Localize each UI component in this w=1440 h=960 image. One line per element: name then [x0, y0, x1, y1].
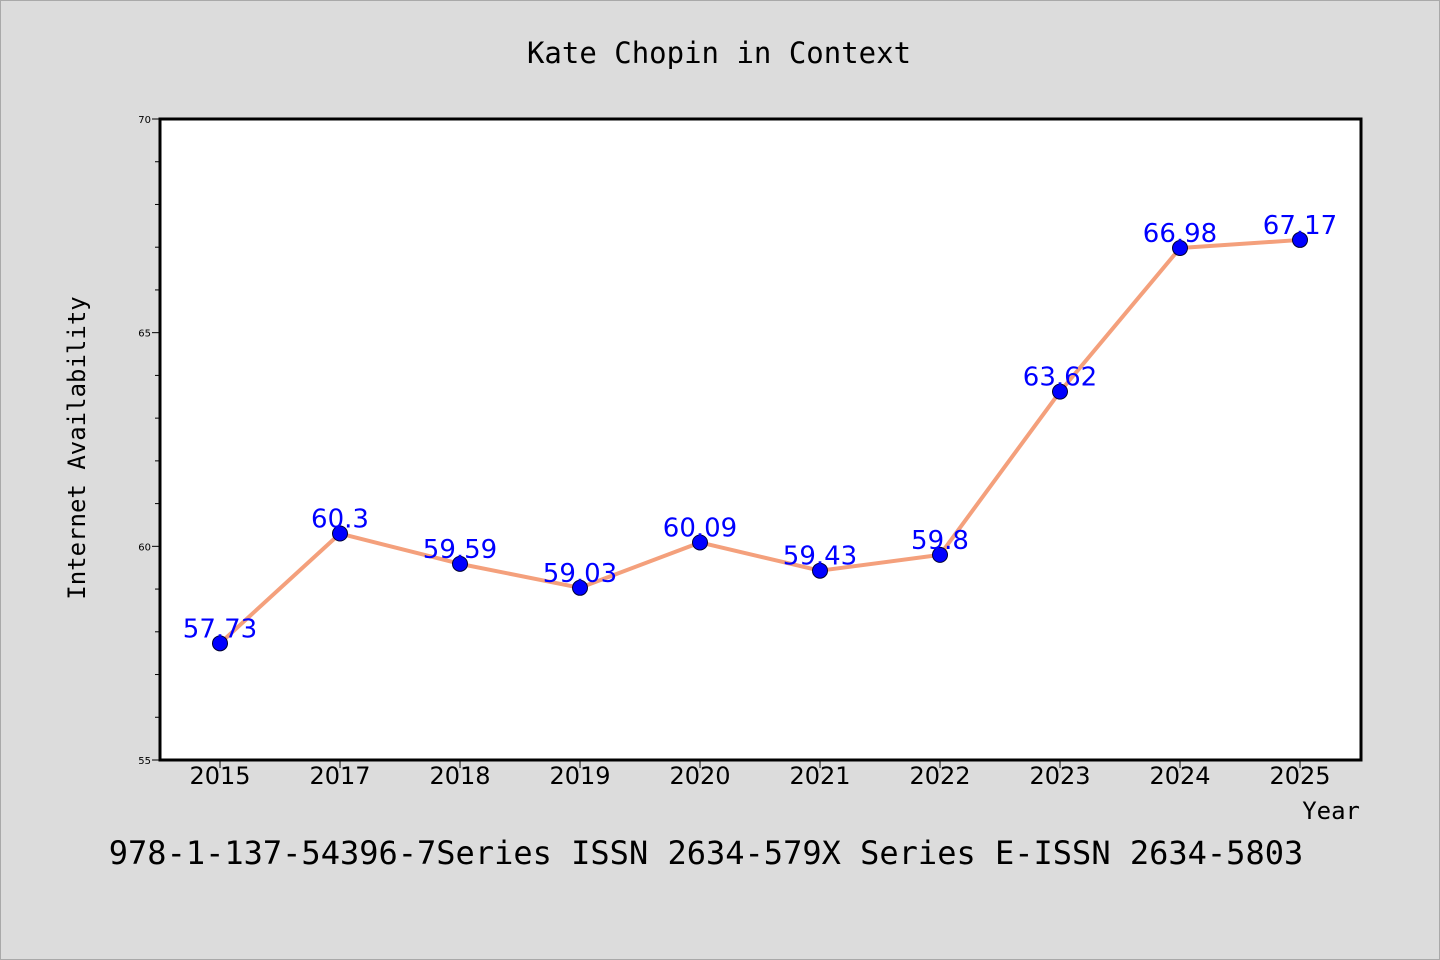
data-label: 57.73	[183, 614, 257, 644]
data-point	[812, 562, 828, 579]
y-axis: 55 60 65 70	[138, 115, 160, 767]
x-tick-label: 2024	[1149, 762, 1210, 790]
x-axis-label: Year	[1302, 797, 1360, 825]
data-point	[692, 534, 708, 551]
x-tick-label: 2022	[909, 762, 970, 790]
data-point	[1052, 383, 1068, 400]
x-tick-label: 2017	[309, 762, 370, 790]
data-labels-group: 57.73 60.3 59.59 59.03 60.09 59.43 59.8 63.62 66…	[183, 211, 1337, 644]
x-tick-label: 2025	[1269, 762, 1330, 790]
x-tick-label: 2021	[789, 762, 850, 790]
data-point	[932, 546, 948, 563]
data-label: 59.8	[911, 526, 969, 556]
data-point	[1172, 240, 1188, 257]
data-point	[452, 555, 468, 572]
footer-isbn-text: 978-1-137-54396-7Series ISSN 2634-579X S…	[109, 834, 1303, 872]
data-point	[572, 579, 588, 596]
data-label: 66.98	[1143, 219, 1217, 249]
x-tick-label: 2023	[1029, 762, 1090, 790]
y-axis-label: Internet Availability	[63, 296, 91, 599]
data-label: 59.59	[423, 535, 497, 565]
data-label: 60.09	[663, 513, 737, 543]
y-tick-label: 65	[138, 329, 151, 340]
x-tick-label: 2015	[189, 762, 250, 790]
data-point	[332, 525, 348, 542]
series-line	[218, 237, 1302, 646]
x-tick-label: 2018	[429, 762, 490, 790]
data-label: 59.03	[543, 559, 617, 589]
data-label: 63.62	[1023, 363, 1097, 393]
data-point	[212, 635, 228, 652]
data-label: 60.3	[311, 505, 369, 535]
data-point	[1292, 231, 1308, 248]
y-tick-label: 70	[138, 115, 151, 126]
series-line-group	[218, 237, 1302, 646]
x-axis: 2015 2017 2018 2019 2020 2021 2022 2023 2024 2025	[189, 760, 1331, 790]
plot-area	[158, 117, 1363, 762]
x-tick-label: 2020	[669, 762, 730, 790]
x-tick-label: 2019	[549, 762, 610, 790]
data-label: 67.17	[1263, 211, 1337, 241]
y-tick-label: 60	[138, 542, 151, 553]
chart-title: Kate Chopin in Context	[527, 36, 911, 70]
series-markers-group	[212, 231, 1308, 652]
data-label: 59.43	[783, 542, 857, 572]
y-tick-label: 55	[138, 756, 151, 767]
